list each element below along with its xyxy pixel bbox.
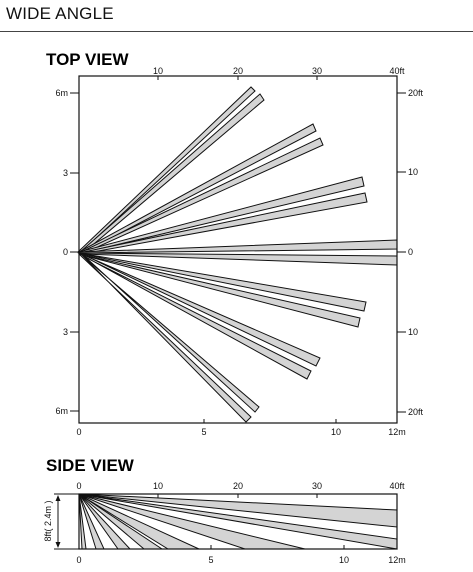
tick-label: 0 (408, 247, 413, 257)
height-label: 8ft( 2.4m ) (43, 500, 53, 541)
height-dimension-arrow (54, 493, 79, 550)
tick-label: 30 (312, 481, 322, 491)
top-view-ticks (70, 76, 406, 423)
side-view-top-labels: 0 10 20 30 40ft (76, 481, 405, 491)
tick-label: 20 (233, 66, 243, 76)
top-view-right-labels: 20ft 10 0 10 20ft (408, 88, 424, 417)
tick-label: 6m (55, 406, 68, 416)
tick-label: 10 (408, 167, 418, 177)
tick-label: 6m (55, 88, 68, 98)
tick-label: 10 (331, 427, 341, 437)
tick-label: 0 (76, 481, 81, 491)
tick-label: 3 (63, 327, 68, 337)
tick-label: 40ft (389, 481, 405, 491)
tick-label: 5 (201, 427, 206, 437)
top-beam (78, 252, 260, 413)
tick-label: 5 (208, 555, 213, 565)
top-beam (77, 137, 324, 255)
tick-label: 0 (76, 555, 81, 565)
tick-label: 20 (233, 481, 243, 491)
top-beam (78, 253, 252, 423)
tick-label: 10 (153, 66, 163, 76)
top-view-bottom-labels: 0 5 10 12m (76, 427, 405, 437)
top-view-title: TOP VIEW (46, 50, 129, 69)
top-view-top-labels: 10 20 30 40ft (153, 66, 405, 76)
header-divider (0, 31, 473, 32)
tick-label: 10 (339, 555, 349, 565)
tick-label: 0 (63, 247, 68, 257)
tick-label: 20ft (408, 407, 424, 417)
tick-label: 30 (312, 66, 322, 76)
header-title: WIDE ANGLE (6, 4, 114, 23)
tick-label: 10 (153, 481, 163, 491)
tick-label: 20ft (408, 88, 424, 98)
tick-label: 0 (76, 427, 81, 437)
top-view-beams (76, 86, 398, 423)
side-view-ticks (157, 494, 345, 549)
tick-label: 3 (63, 168, 68, 178)
side-view-title: SIDE VIEW (46, 456, 135, 475)
top-beam (78, 252, 321, 367)
top-view-left-labels: 6m 3 0 3 6m (55, 88, 68, 416)
side-view-beams (78, 493, 398, 550)
tick-label: 10 (408, 327, 418, 337)
tick-label: 40ft (389, 66, 405, 76)
side-view-bottom-labels: 0 5 10 12m (76, 555, 405, 565)
tick-label: 12m (388, 555, 406, 565)
tick-label: 12m (388, 427, 406, 437)
